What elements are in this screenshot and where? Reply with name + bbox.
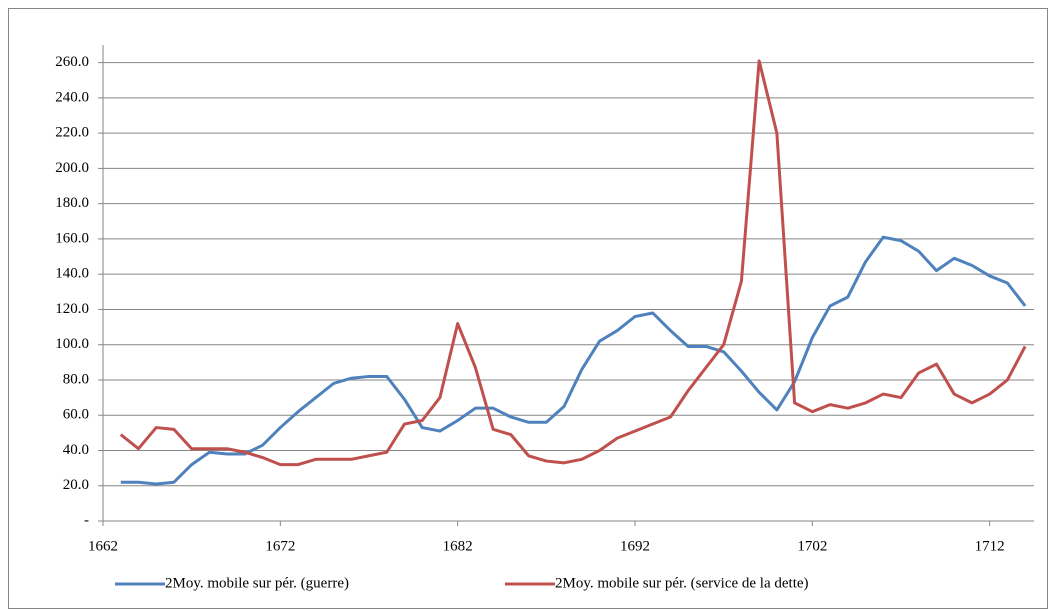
y-tick-label: 100.0 xyxy=(55,336,89,352)
y-tick-label: 200.0 xyxy=(55,160,89,176)
legend-label: 2Moy. mobile sur pér. (guerre) xyxy=(165,575,349,591)
y-tick-label: 160.0 xyxy=(55,230,89,246)
x-tick-label: 1692 xyxy=(620,538,650,554)
x-tick-label: 1662 xyxy=(88,538,118,554)
x-tick-label: 1702 xyxy=(797,538,827,554)
y-tick-label: 220.0 xyxy=(55,125,89,141)
series-line xyxy=(120,235,1027,486)
legend-label: 2Moy. mobile sur pér. (service de la det… xyxy=(555,575,809,591)
series-line xyxy=(119,59,1027,467)
y-tick-label: 120.0 xyxy=(55,301,89,317)
y-tick-label: 20.0 xyxy=(63,477,89,493)
y-tick-label: 40.0 xyxy=(63,442,89,458)
x-tick-label: 1672 xyxy=(265,538,295,554)
y-tick-label: 140.0 xyxy=(55,266,89,282)
y-tick-label: - xyxy=(84,512,89,528)
y-tick-label: 260.0 xyxy=(55,54,89,70)
y-tick-label: 240.0 xyxy=(55,89,89,105)
y-tick-label: 80.0 xyxy=(63,371,89,387)
chart-frame xyxy=(8,8,1048,609)
x-tick-label: 1682 xyxy=(443,538,473,554)
y-tick-label: 180.0 xyxy=(55,195,89,211)
x-tick-label: 1712 xyxy=(975,538,1005,554)
y-tick-label: 60.0 xyxy=(63,407,89,423)
